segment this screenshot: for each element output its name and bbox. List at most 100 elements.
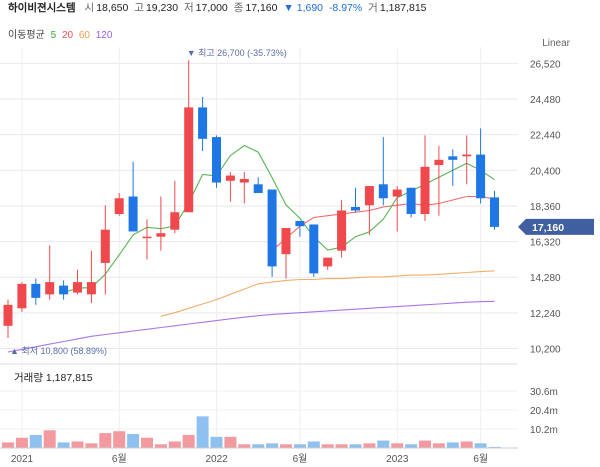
y-tick-label: 10,200 [530, 345, 561, 356]
candle-body [225, 175, 235, 181]
volume-tick-label: 20.4m [530, 406, 558, 417]
candle [281, 227, 291, 279]
ma120-line [7, 300, 495, 353]
candle [364, 186, 374, 235]
candle [45, 245, 55, 300]
candle [170, 180, 180, 234]
candle-body [59, 285, 69, 295]
volume-bar [280, 444, 292, 448]
volume-title: 거래량 1,187,815 [14, 372, 93, 384]
change-value: ▼ 1,690 [283, 2, 324, 14]
candle-body [448, 156, 458, 160]
candle [59, 280, 69, 300]
y-tick-label: 24,480 [530, 95, 561, 106]
candle [392, 186, 402, 232]
candle-body [378, 184, 388, 199]
candle-body [86, 282, 96, 295]
volume-bar [405, 444, 418, 448]
candle [406, 187, 416, 218]
volume-bar [293, 444, 306, 448]
candle [378, 137, 388, 206]
candle [490, 190, 499, 230]
volume-bar [71, 441, 84, 448]
candle-body [420, 166, 430, 214]
candle-body [267, 189, 277, 267]
volume-bar [154, 444, 167, 448]
candle [31, 278, 41, 305]
candle [3, 299, 13, 339]
candle-body [490, 197, 499, 227]
price-gridlines: 10,200 12,240 14,280 16,320 18,360 20,400 22,4… [0, 47, 561, 448]
candle-body [406, 187, 416, 214]
volume-bar [252, 444, 265, 448]
low-label: 저 [183, 2, 194, 14]
ma-period-60: 60 [78, 30, 90, 41]
open-label: 시 [84, 2, 95, 14]
candle [17, 282, 27, 312]
candle [73, 269, 82, 295]
x-tick-label: 6월 [112, 453, 127, 465]
candle-body [281, 227, 291, 255]
last-price-badge [518, 218, 594, 235]
candle [309, 224, 319, 277]
ma-period-20: 20 [61, 30, 74, 41]
x-tick-label: 2023 [386, 454, 409, 465]
candle [448, 149, 458, 187]
x-tick-label: 2022 [205, 454, 228, 465]
volume-bar [474, 443, 487, 448]
candle-body [170, 212, 180, 230]
y-tick-label: 20,400 [530, 166, 561, 177]
volume-bar [99, 433, 112, 448]
candle [114, 193, 124, 216]
x-tick-label: 6월 [293, 453, 308, 465]
close-value: 17,160 [245, 2, 278, 14]
y-tick-label: 26,520 [530, 59, 561, 70]
volume-bar [210, 436, 223, 448]
volume-bar [238, 444, 251, 448]
y-tick-label: 12,240 [530, 309, 561, 320]
change-percent: -8.97% [328, 2, 363, 14]
ma-period-120: 120 [95, 30, 113, 41]
candle-body [142, 236, 152, 239]
candle [156, 196, 166, 251]
candle-body [351, 206, 360, 211]
max-price-annotation: ▼ 최고 26,700 (-35.73%) [187, 48, 287, 58]
volume-bar [29, 434, 42, 448]
volume-bar [307, 441, 320, 448]
candle-body [434, 159, 444, 166]
volume-bar [446, 442, 459, 448]
x-tick-label: 2021 [11, 454, 34, 465]
candle-body [184, 107, 194, 213]
volume-bar [391, 443, 404, 448]
min-price-annotation: ▲ 최저 10,800 (58.89%) [10, 346, 107, 356]
candle [267, 189, 277, 277]
volume-bar [15, 437, 28, 448]
candle [434, 145, 444, 216]
ma60-line [160, 270, 495, 317]
ma-period-5: 5 [50, 30, 57, 41]
stock-header: 하이비젼시스템 시 18,650 고 19,230 저 17,000 종 17,160 … [8, 0, 430, 16]
volume-bar [460, 441, 473, 448]
candle-body [392, 189, 402, 197]
candle [420, 135, 430, 221]
candle [198, 96, 208, 152]
volume-bar [419, 440, 431, 448]
candle [351, 187, 360, 213]
volume-bar [168, 441, 181, 448]
volume-bar [432, 443, 445, 448]
candle [142, 219, 152, 260]
last-price-label: 17,160 [532, 222, 564, 234]
volume-bar [2, 442, 14, 448]
moving-average-legend: 이동평균 5 20 60 120 [8, 26, 115, 41]
ma5-line [63, 144, 495, 294]
candle-body [100, 229, 110, 263]
ma20-line [271, 195, 495, 252]
candle [295, 220, 305, 237]
candle [239, 172, 249, 204]
volume-label: 거 [368, 2, 378, 14]
scale-type-toggle[interactable]: Linear [542, 38, 570, 49]
candle [462, 135, 472, 185]
close-label: 종 [233, 2, 244, 14]
volume-bar [127, 434, 140, 448]
y-tick-label: 18,360 [530, 202, 561, 213]
